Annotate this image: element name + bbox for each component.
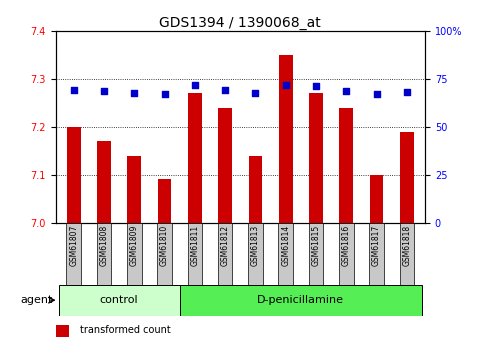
Bar — [218, 223, 232, 285]
Point — [191, 82, 199, 88]
Text: GSM61807: GSM61807 — [69, 224, 78, 266]
Bar — [279, 55, 293, 223]
Text: GSM61812: GSM61812 — [221, 224, 229, 266]
Text: control: control — [100, 295, 139, 305]
Text: GSM61809: GSM61809 — [130, 224, 139, 266]
Point — [130, 90, 138, 96]
Bar — [188, 93, 202, 223]
Bar — [56, 325, 69, 337]
Text: GSM61816: GSM61816 — [342, 224, 351, 266]
Bar — [127, 223, 142, 285]
Text: GSM61814: GSM61814 — [281, 224, 290, 266]
Bar — [279, 223, 293, 285]
Point — [373, 91, 381, 97]
Text: GSM61813: GSM61813 — [251, 224, 260, 266]
Text: GSM61810: GSM61810 — [160, 224, 169, 266]
Title: GDS1394 / 1390068_at: GDS1394 / 1390068_at — [159, 16, 321, 30]
Bar — [128, 156, 141, 223]
Text: D-penicillamine: D-penicillamine — [257, 295, 344, 305]
Bar — [97, 223, 111, 285]
Bar — [309, 223, 323, 285]
Bar — [180, 285, 422, 316]
Bar — [248, 223, 263, 285]
Bar — [187, 223, 202, 285]
Bar — [158, 179, 171, 223]
Text: GSM61818: GSM61818 — [402, 224, 412, 266]
Text: agent: agent — [21, 295, 53, 305]
Point — [70, 88, 78, 93]
Text: GSM61808: GSM61808 — [99, 224, 109, 266]
Bar — [218, 108, 232, 223]
Bar — [399, 223, 414, 285]
Bar — [67, 127, 81, 223]
Point — [312, 83, 320, 88]
Point — [221, 88, 229, 93]
Bar — [58, 285, 180, 316]
Point — [100, 89, 108, 94]
Bar — [370, 175, 384, 223]
Bar — [97, 141, 111, 223]
Point — [161, 91, 169, 97]
Bar — [157, 223, 172, 285]
Bar — [340, 108, 353, 223]
Bar — [309, 93, 323, 223]
Text: transformed count: transformed count — [80, 325, 170, 335]
Bar — [339, 223, 354, 285]
Bar — [249, 156, 262, 223]
Text: GSM61815: GSM61815 — [312, 224, 321, 266]
Point — [252, 90, 259, 96]
Text: GSM61811: GSM61811 — [190, 224, 199, 266]
Point — [403, 89, 411, 95]
Bar — [67, 223, 81, 285]
Bar — [400, 131, 413, 223]
Bar — [369, 223, 384, 285]
Point — [342, 89, 350, 94]
Text: GSM61817: GSM61817 — [372, 224, 381, 266]
Point — [282, 82, 290, 88]
